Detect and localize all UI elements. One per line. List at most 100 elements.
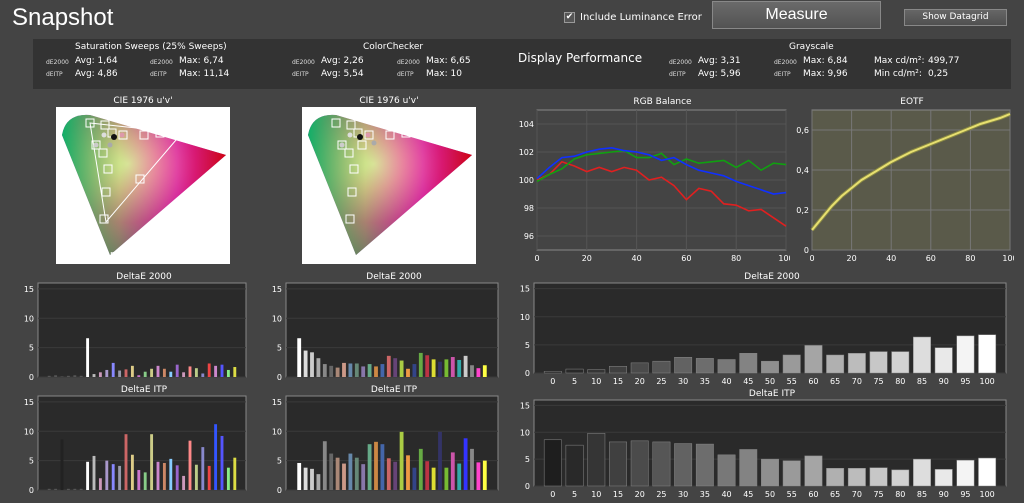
bar — [175, 465, 179, 490]
x-tick-label: 90 — [939, 490, 949, 499]
bar — [587, 369, 606, 374]
chart-title: EOTF — [900, 97, 923, 107]
sat-max-de2000: Max: 6,74 — [179, 56, 224, 66]
sat-label-4: dEITP — [150, 71, 167, 78]
y-tick-label: 5 — [525, 341, 530, 350]
bar — [143, 472, 147, 490]
bar — [111, 362, 115, 377]
bar — [380, 364, 385, 377]
y-tick-label: 15 — [272, 398, 282, 407]
x-tick-label: 60 — [926, 254, 936, 263]
bar — [150, 368, 154, 377]
x-tick-label: 60 — [808, 490, 818, 499]
y-tick-label: 0 — [525, 482, 530, 491]
bar — [137, 375, 141, 377]
bar — [847, 468, 866, 487]
bar — [450, 452, 455, 490]
x-tick-label: 0 — [550, 377, 555, 386]
display-performance-label: Display Performance — [518, 51, 643, 65]
cie-diagram-1[interactable]: ⚲ — [56, 107, 230, 264]
bar — [303, 467, 308, 490]
bar — [143, 371, 147, 377]
bar — [47, 488, 51, 490]
x-tick-label: 25 — [656, 377, 666, 386]
cc-max-de2000: Max: 6,65 — [426, 56, 471, 66]
x-tick-label: 15 — [613, 490, 623, 499]
bar — [156, 461, 160, 490]
show-datagrid-button[interactable]: Show Datagrid — [904, 9, 1007, 26]
bar — [124, 369, 128, 377]
saturation-de2000-chart: DeltaE 2000 0 5 10 15 — [24, 272, 247, 382]
bar — [130, 454, 134, 490]
y-tick-label: 0,4 — [796, 166, 809, 175]
bar — [463, 355, 468, 377]
series-line-green — [536, 149, 787, 183]
bar — [335, 367, 340, 377]
x-tick-label: 100 — [980, 490, 995, 499]
x-tick-label: 50 — [765, 377, 775, 386]
bar — [386, 458, 391, 490]
bar — [482, 460, 487, 490]
bar — [386, 355, 391, 377]
x-tick-label: 75 — [873, 490, 883, 499]
y-tick-label: 15 — [520, 285, 530, 294]
y-tick-label: 98 — [524, 204, 534, 213]
bar — [124, 434, 128, 490]
zoom-icon[interactable]: ⚲ — [220, 112, 227, 122]
bar — [374, 441, 378, 490]
bar — [79, 488, 83, 490]
bar — [826, 468, 845, 487]
bar — [978, 334, 997, 374]
x-tick-label: 100 — [980, 377, 995, 386]
y-tick-label: 5 — [277, 344, 282, 353]
y-tick-label: 0 — [277, 486, 282, 495]
bar — [934, 347, 953, 374]
bar — [322, 364, 327, 377]
measure-button[interactable]: Measure — [712, 1, 881, 29]
bar — [609, 441, 627, 487]
chart-title: RGB Balance — [633, 97, 692, 107]
bar — [207, 363, 211, 377]
y-tick-label: 104 — [519, 120, 534, 129]
bar — [329, 365, 334, 377]
cie-title-2: CIE 1976 u'v' — [359, 96, 419, 106]
y-tick-label: 10 — [520, 428, 530, 437]
chart-title: DeltaE ITP — [371, 385, 418, 395]
gs-min-cd-label: Min cd/m²: — [874, 69, 922, 79]
zoom-icon[interactable]: ⚲ — [466, 112, 473, 122]
bar — [695, 443, 714, 487]
bar — [399, 360, 404, 377]
summary-panel: Saturation Sweeps (25% Sweeps) dE2000 dE… — [33, 39, 1011, 89]
page-title: Snapshot — [12, 4, 114, 31]
bar — [450, 357, 455, 377]
sat-avg-deitp: Avg: 4,86 — [75, 69, 118, 79]
x-tick-label: 40 — [721, 377, 731, 386]
cie-diagram-2[interactable]: ⚲ — [302, 107, 476, 264]
x-tick-label: 20 — [635, 377, 645, 386]
bar — [162, 368, 166, 377]
bar — [169, 458, 173, 490]
bar — [220, 364, 224, 377]
y-tick-label: 0,2 — [796, 206, 809, 215]
x-tick-label: 40 — [632, 254, 642, 263]
bar — [674, 443, 693, 487]
bar — [201, 373, 205, 377]
bar — [207, 465, 211, 490]
x-tick-label: 100 — [1002, 254, 1014, 263]
bar — [188, 440, 192, 490]
bar — [201, 447, 205, 490]
x-tick-label: 60 — [808, 377, 818, 386]
x-tick-label: 10 — [591, 377, 601, 386]
bar — [399, 431, 404, 490]
x-tick-label: 80 — [965, 254, 975, 263]
bar — [316, 358, 321, 377]
chart-title: DeltaE 2000 — [366, 272, 422, 282]
bar — [476, 368, 481, 377]
y-tick-label: 0 — [525, 369, 530, 378]
include-luminance-error-checkbox[interactable]: ✔ Include Luminance Error — [564, 12, 702, 23]
x-tick-label: 10 — [591, 490, 601, 499]
bar — [118, 370, 122, 377]
bar — [73, 375, 77, 377]
check-icon[interactable]: ✔ — [564, 12, 575, 23]
